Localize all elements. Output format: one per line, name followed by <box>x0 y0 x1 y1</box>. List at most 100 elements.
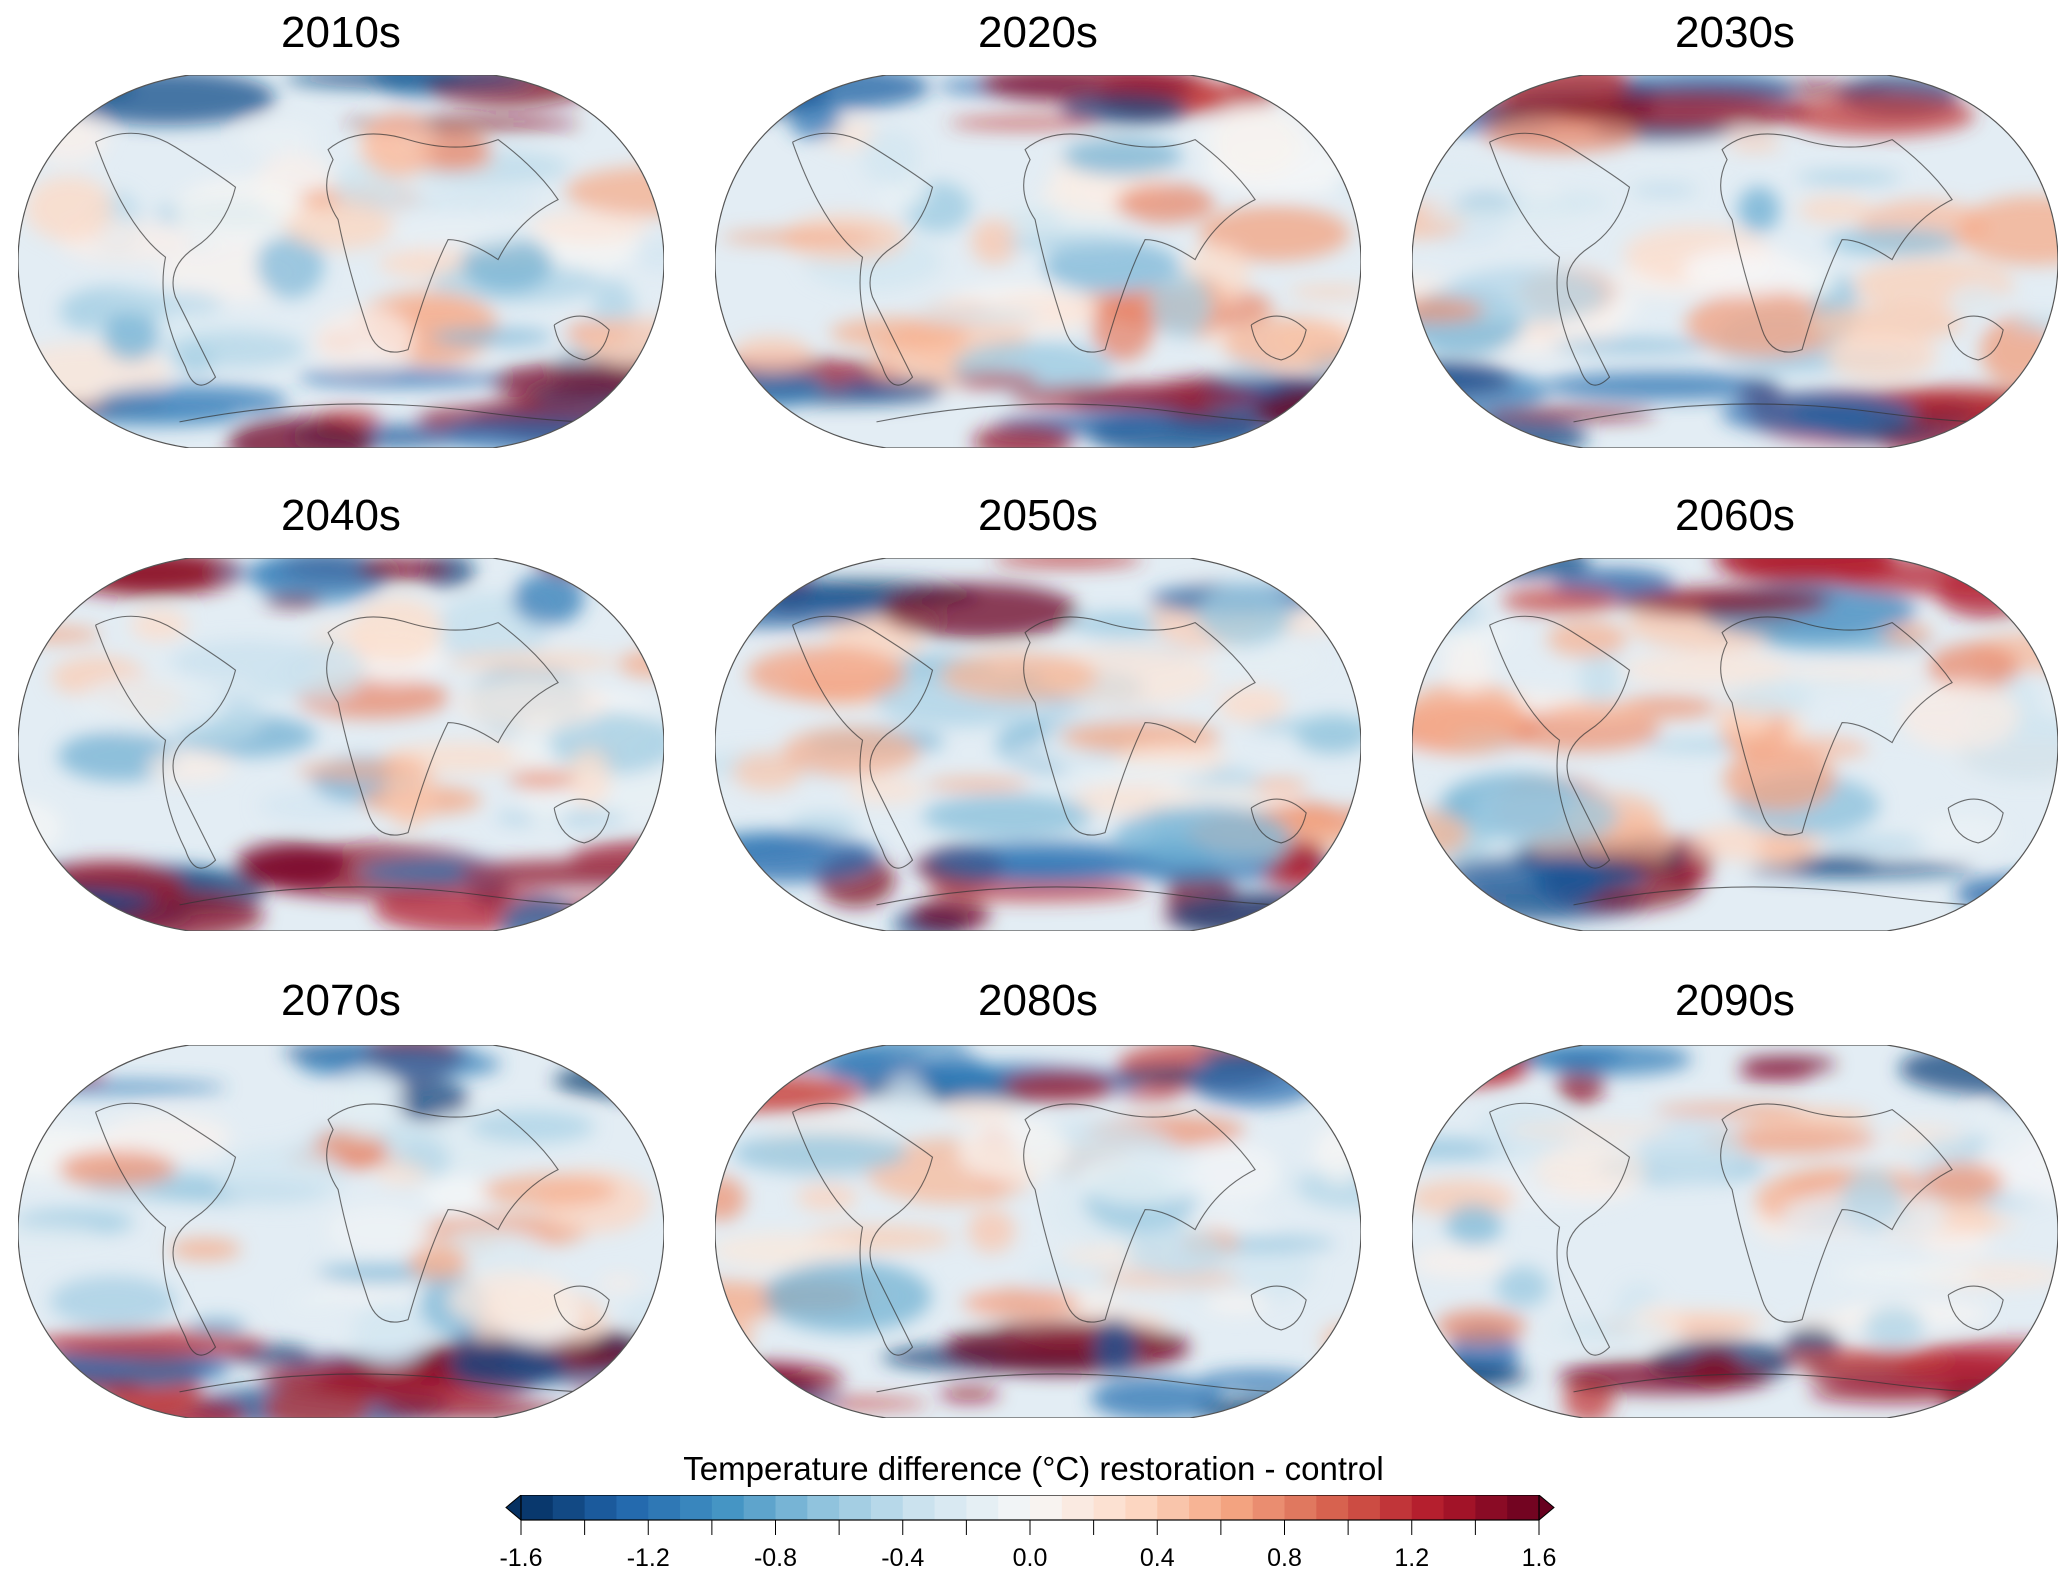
anomaly-blob <box>1542 1317 1675 1343</box>
anomaly-blob <box>1435 1309 1527 1343</box>
anomaly-blob <box>1956 195 2058 266</box>
colorbar-bin <box>870 1495 904 1520</box>
colorbar-bin <box>1093 1495 1126 1520</box>
anomaly-blob <box>461 235 553 293</box>
map-panel <box>18 75 664 448</box>
colorbar-tick-label: -0.8 <box>753 1544 798 1572</box>
map-outline <box>715 558 1361 931</box>
anomaly-blob <box>1090 1376 1224 1418</box>
coastline <box>1489 615 2025 906</box>
coastline <box>95 615 631 906</box>
anomaly-blob <box>357 558 449 581</box>
anomaly-blob <box>264 594 322 608</box>
colorbar-bin <box>902 1495 936 1520</box>
anomaly-blob <box>1423 201 1583 227</box>
colorbar-bin <box>521 1495 554 1520</box>
anomaly-blob <box>1701 1125 1878 1155</box>
panel-title: 2090s <box>1675 976 1795 1025</box>
anomaly-blob <box>1026 1258 1138 1298</box>
anomaly-blob <box>102 311 160 361</box>
anomaly-blob <box>58 1149 177 1187</box>
anomaly-blob <box>284 75 533 89</box>
anomaly-blob <box>1305 421 1359 437</box>
anomaly-blob <box>883 1075 932 1132</box>
anomaly-blob <box>416 130 492 171</box>
anomaly-blob <box>948 116 1100 130</box>
anomaly-blob <box>1473 99 1655 124</box>
colorbar-bin <box>648 1495 681 1520</box>
anomaly-blob <box>1217 686 1287 723</box>
anomaly-blob <box>1412 416 1497 436</box>
anomaly-blob <box>1941 1216 2016 1231</box>
anomaly-blob <box>173 177 307 246</box>
anomaly-blob <box>1506 1123 1671 1136</box>
map-panel <box>18 558 664 931</box>
anomaly-blob <box>1550 701 1650 722</box>
anomaly-blob <box>765 1397 930 1410</box>
map-panel <box>1412 558 2058 931</box>
anomaly-blob <box>1529 1045 1692 1076</box>
anomaly-blob <box>1412 157 1517 195</box>
colorbar-bin <box>1220 1495 1254 1520</box>
anomaly-blob <box>422 1175 493 1212</box>
panel-title: 2020s <box>978 8 1098 57</box>
anomaly-blob <box>334 1068 403 1138</box>
colorbar-bin <box>1316 1495 1349 1520</box>
anomaly-blob <box>1412 1245 1507 1278</box>
colorbar-extend-min <box>505 1495 522 1522</box>
anomaly-blob <box>1002 1071 1115 1102</box>
anomaly-blob <box>1927 643 2020 691</box>
anomaly-blob <box>732 751 803 791</box>
anomaly-blob <box>1564 90 1811 132</box>
map-outline <box>715 75 1361 448</box>
anomaly-blob <box>912 309 1041 325</box>
anomaly-blob <box>1809 1381 1978 1403</box>
anomaly-blob <box>147 748 233 783</box>
coastline <box>95 1102 631 1393</box>
panel-title: 2060s <box>1675 491 1795 540</box>
anomaly-blob <box>1198 582 1291 647</box>
anomaly-blob <box>1043 240 1181 294</box>
panel-title: 2040s <box>281 491 401 540</box>
anomaly-blob <box>880 583 1079 639</box>
anomaly-blob <box>456 677 608 731</box>
anomaly-blob <box>833 1045 971 1055</box>
map-panel <box>1412 75 2058 448</box>
anomaly-blob <box>1809 305 1967 342</box>
anomaly-blob <box>796 1183 858 1212</box>
anomaly-blob <box>958 1118 1070 1183</box>
colorbar-bin <box>807 1495 840 1520</box>
anomaly-blob <box>764 1260 932 1333</box>
anomaly-blob <box>447 1270 575 1329</box>
colorbar-bin <box>616 1495 649 1520</box>
anomaly-blob <box>1622 651 1792 688</box>
anomaly-blob <box>18 75 88 85</box>
anomaly-blob <box>531 209 651 243</box>
anomaly-blob <box>1487 75 1629 111</box>
anomaly-blob <box>1899 681 2020 751</box>
anomaly-blob <box>715 1232 858 1270</box>
panel-title: 2030s <box>1675 8 1795 57</box>
anomaly-blob <box>1501 588 1621 614</box>
colorbar-bin <box>966 1495 999 1520</box>
anomaly-blob <box>998 1338 1172 1356</box>
anomaly-blob <box>618 899 664 931</box>
colorbar-bin <box>1411 1495 1445 1520</box>
anomaly-blob <box>922 794 1093 838</box>
anomaly-blob <box>909 898 991 931</box>
anomaly-blob <box>1439 854 1646 895</box>
map-panel <box>715 75 1361 448</box>
anomaly-blob <box>1468 786 1619 847</box>
anomaly-blob <box>261 1359 502 1397</box>
anomaly-blob <box>1188 1052 1324 1107</box>
anomaly-blob <box>29 113 108 165</box>
anomaly-blob <box>972 424 1074 448</box>
anomaly-blob <box>992 558 1143 568</box>
anomaly-blob <box>163 330 306 368</box>
anomaly-blob <box>1200 641 1324 680</box>
anomaly-blob <box>408 1244 468 1281</box>
anomaly-blob <box>1412 297 1484 323</box>
anomaly-blob <box>1249 718 1361 734</box>
anomaly-blob <box>362 111 435 178</box>
anomaly-blob <box>1445 1204 1502 1246</box>
